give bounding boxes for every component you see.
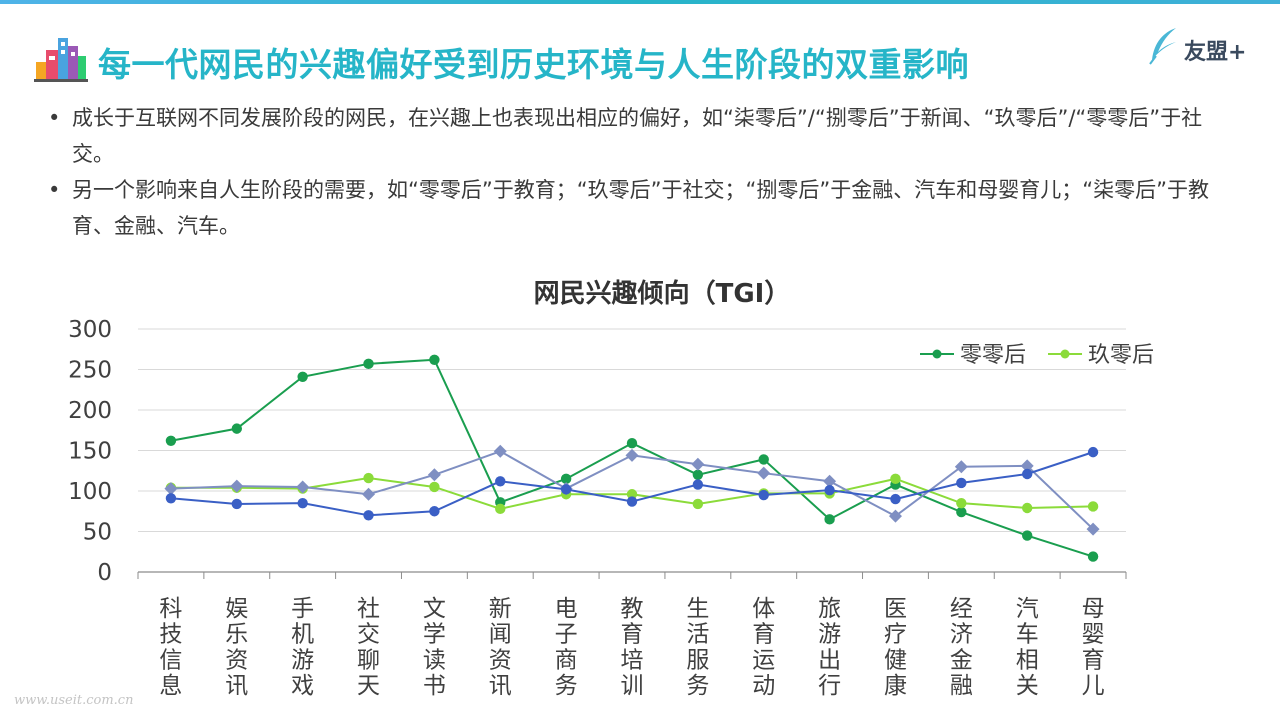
y-tick-label: 50 — [83, 520, 112, 546]
data-point — [560, 484, 572, 495]
data-point — [429, 354, 440, 365]
data-point — [956, 506, 967, 518]
bullet-item: 成长于互联网不同发展阶段的网民，在兴趣上也表现出相应的偏好，如“柒零后”/“捌零… — [44, 100, 1224, 172]
data-point — [692, 469, 704, 480]
city-buildings-icon — [34, 38, 88, 82]
data-point — [296, 480, 310, 494]
x-tick-label: 母婴育儿 — [1082, 596, 1105, 699]
data-point — [1087, 501, 1099, 512]
data-point — [1021, 530, 1033, 541]
data-point — [1086, 522, 1100, 536]
data-point — [890, 493, 901, 505]
data-point — [165, 493, 177, 504]
data-point — [1021, 502, 1033, 514]
data-point — [626, 496, 638, 507]
logo-text: 友盟+ — [1184, 40, 1247, 65]
data-point — [429, 506, 440, 517]
bullet-list: 成长于互联网不同发展阶段的网民，在兴趣上也表现出相应的偏好，如“柒零后”/“捌零… — [44, 100, 1224, 244]
data-point — [824, 514, 835, 525]
data-point — [625, 448, 639, 462]
data-point — [363, 510, 374, 521]
data-point — [956, 497, 967, 509]
y-tick-label: 250 — [68, 358, 112, 384]
x-tick-label: 旅游出行 — [818, 596, 841, 699]
x-tick-label: 娱乐资讯 — [225, 596, 248, 699]
data-point — [626, 438, 638, 449]
data-point — [1087, 551, 1099, 562]
data-point — [691, 457, 705, 471]
data-point — [692, 498, 704, 510]
data-point — [427, 468, 441, 482]
data-point — [824, 484, 835, 496]
data-point — [362, 487, 376, 501]
data-point — [954, 460, 968, 474]
data-point — [1087, 446, 1099, 458]
legend-label: 零零后 — [960, 343, 1026, 368]
data-point — [692, 479, 704, 490]
x-tick-label: 体育运动 — [752, 596, 775, 699]
x-tick-label: 教育培训 — [621, 596, 644, 699]
brand-logo: 友盟+ — [1146, 26, 1266, 70]
data-point — [890, 473, 901, 485]
data-point — [757, 466, 771, 480]
y-tick-label: 150 — [68, 439, 112, 465]
y-tick-label: 0 — [97, 560, 112, 586]
data-point — [363, 358, 374, 370]
data-point — [231, 498, 242, 510]
chart-title: 网民兴趣倾向（TGI） — [534, 278, 791, 309]
data-point — [1020, 459, 1034, 473]
x-tick-label: 社交聊天 — [357, 596, 380, 699]
x-tick-label: 文学读书 — [423, 596, 446, 699]
tgi-line-chart: 网民兴趣倾向（TGI） 0 50 100 150 200 250 300 科技信息 娱乐资讯 手机游… — [68, 278, 1154, 699]
page-title: 每一代网民的兴趣偏好受到历史环境与人生阶段的双重影响 — [98, 45, 969, 84]
data-point — [429, 481, 440, 493]
legend-label: 玖零后 — [1088, 343, 1154, 368]
x-tick-label: 汽车相关 — [1016, 596, 1039, 699]
data-point — [493, 444, 507, 458]
data-point — [956, 477, 967, 489]
data-point — [231, 423, 242, 434]
data-point — [626, 489, 638, 500]
data-point — [560, 473, 572, 485]
y-tick-label: 200 — [68, 398, 112, 424]
legend-marker — [1060, 349, 1070, 359]
data-point — [297, 497, 308, 509]
top-accent-bar — [0, 0, 1280, 4]
data-point — [758, 454, 769, 465]
x-tick-label: 生活服务 — [686, 596, 709, 699]
data-point — [1021, 468, 1033, 480]
bullet-item: 另一个影响来自人生阶段的需要，如“零零后”于教育；“玖零后”于社交；“捌零后”于… — [44, 172, 1224, 244]
data-point — [823, 474, 837, 488]
x-tick-label: 科技信息 — [159, 596, 182, 699]
legend-marker — [932, 349, 942, 359]
x-tick-label: 医疗健康 — [884, 596, 907, 699]
data-point — [888, 509, 902, 523]
x-tick-label: 手机游戏 — [291, 596, 314, 699]
data-point — [230, 479, 244, 493]
y-tick-label: 300 — [68, 317, 112, 343]
watermark: www.useit.com.cn — [14, 693, 134, 708]
logo-feather-icon — [1149, 28, 1176, 65]
data-point — [165, 435, 177, 446]
data-point — [495, 503, 506, 515]
data-point — [363, 472, 374, 484]
data-point — [164, 482, 178, 496]
x-tick-label: 新闻资讯 — [489, 596, 512, 699]
x-tick-label: 经济金融 — [950, 596, 973, 699]
data-point — [297, 371, 308, 382]
y-tick-label: 100 — [68, 479, 112, 505]
x-tick-label: 电子商务 — [555, 596, 578, 699]
data-point — [758, 489, 769, 501]
data-point — [495, 476, 506, 487]
